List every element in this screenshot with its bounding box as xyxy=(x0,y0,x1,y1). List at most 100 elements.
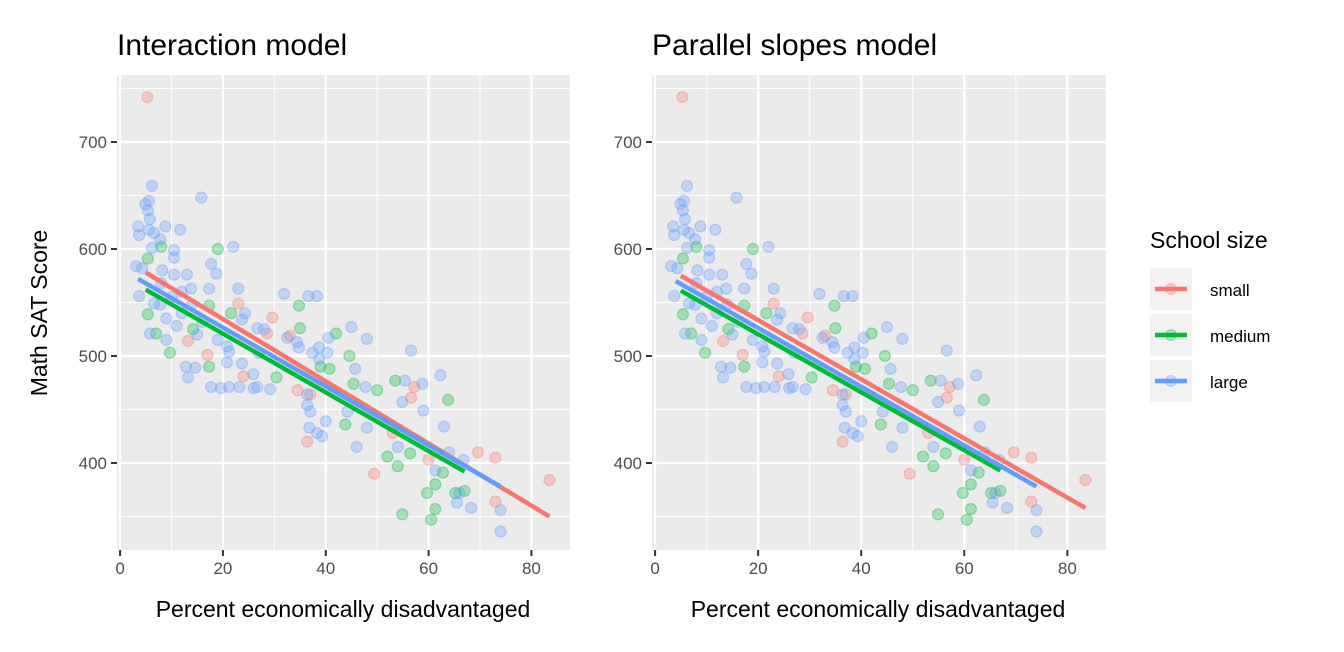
data-point-large xyxy=(350,440,363,454)
data-point-medium xyxy=(849,360,863,373)
data-point-small xyxy=(304,388,317,401)
data-point-large xyxy=(278,287,291,301)
data-point-large xyxy=(856,346,869,359)
data-point-large xyxy=(189,361,202,374)
data-point-large xyxy=(1000,501,1014,515)
legend-item-medium: medium xyxy=(1150,314,1270,356)
data-point-small xyxy=(717,334,730,348)
data-point-small xyxy=(1025,495,1038,508)
x-tick-label: 80 xyxy=(1058,559,1077,578)
data-point-large xyxy=(465,501,478,515)
data-point-medium xyxy=(685,327,698,340)
data-point-large xyxy=(749,381,763,395)
data-point-medium xyxy=(141,252,154,265)
data-point-large xyxy=(664,260,678,273)
data-point-large xyxy=(434,369,447,382)
data-point-large xyxy=(986,496,999,509)
data-point-large xyxy=(142,223,155,236)
data-point-medium xyxy=(403,447,417,460)
data-point-small xyxy=(266,311,279,324)
x-tick-label: 80 xyxy=(522,559,541,578)
x-tick-label: 20 xyxy=(213,559,232,578)
data-point-large xyxy=(214,381,227,395)
data-point-large xyxy=(322,331,335,344)
data-point-small xyxy=(819,329,832,342)
data-point-large xyxy=(360,332,373,345)
data-point-large xyxy=(156,264,169,277)
data-point-large xyxy=(204,257,218,271)
data-point-large xyxy=(220,340,234,353)
data-point-small xyxy=(826,384,839,397)
data-point-large xyxy=(167,243,181,257)
data-point-large xyxy=(238,307,252,320)
data-point-large xyxy=(826,335,839,349)
data-point-small xyxy=(767,297,780,310)
data-point-medium xyxy=(956,486,969,500)
data-point-medium xyxy=(343,349,356,363)
data-point-large xyxy=(360,421,373,434)
data-point-large xyxy=(680,179,694,192)
data-point-large xyxy=(147,297,161,310)
data-point-large xyxy=(857,331,870,344)
data-point-large xyxy=(257,323,271,336)
data-point-large xyxy=(129,260,143,273)
data-point-large xyxy=(848,341,861,354)
data-point-small xyxy=(1025,451,1038,464)
y-tick-label: 400 xyxy=(614,454,642,473)
data-point-large xyxy=(738,282,751,295)
data-point-large xyxy=(828,341,841,354)
data-point-large xyxy=(894,380,908,394)
data-point-large xyxy=(160,312,173,325)
data-point-medium xyxy=(882,377,896,390)
data-point-medium xyxy=(442,393,455,406)
data-point-large xyxy=(786,380,799,394)
data-point-large xyxy=(174,223,187,236)
data-point-large xyxy=(204,380,218,394)
data-point-small xyxy=(543,474,556,487)
y-axis-title: Math SAT Score xyxy=(26,230,52,397)
data-point-large xyxy=(694,220,707,233)
data-point-small xyxy=(301,435,314,448)
data-point-large xyxy=(429,464,442,477)
data-point-large xyxy=(695,333,708,347)
data-point-large xyxy=(160,333,173,347)
data-point-small xyxy=(903,467,916,480)
data-point-medium xyxy=(858,362,871,375)
data-point-large xyxy=(703,268,716,281)
data-point-small xyxy=(405,391,418,404)
data-point-large xyxy=(319,415,332,428)
fit-line-large xyxy=(674,279,1038,489)
data-point-large xyxy=(220,356,234,369)
data-point-medium xyxy=(149,327,163,340)
data-point-large xyxy=(837,289,850,303)
data-point-large xyxy=(793,323,806,336)
data-point-large xyxy=(695,312,708,325)
data-point-large xyxy=(312,341,326,354)
data-point-medium xyxy=(396,508,409,521)
data-point-large xyxy=(184,282,198,295)
y-tick-label: 500 xyxy=(79,347,107,366)
data-point-small xyxy=(489,451,502,464)
data-point-large xyxy=(227,240,240,253)
data-point-medium xyxy=(964,502,978,516)
legend-item-small: small xyxy=(1150,268,1250,310)
data-point-large xyxy=(705,319,718,333)
data-point-medium xyxy=(906,384,919,397)
data-point-medium xyxy=(698,346,712,359)
data-point-large xyxy=(855,415,868,428)
data-point-large xyxy=(437,420,451,433)
data-point-large xyxy=(131,220,145,233)
data-point-large xyxy=(689,233,702,246)
data-point-medium xyxy=(931,508,945,521)
data-point-large xyxy=(756,356,769,369)
data-point-small xyxy=(201,348,214,362)
x-tick-label: 40 xyxy=(316,559,335,578)
data-point-large xyxy=(846,289,859,303)
data-point-medium xyxy=(960,513,973,526)
data-point-large xyxy=(964,464,978,477)
data-point-large xyxy=(210,267,223,280)
data-point-large xyxy=(678,212,692,226)
fit-line-medium xyxy=(679,288,1002,473)
x-tick-label: 0 xyxy=(115,559,124,578)
